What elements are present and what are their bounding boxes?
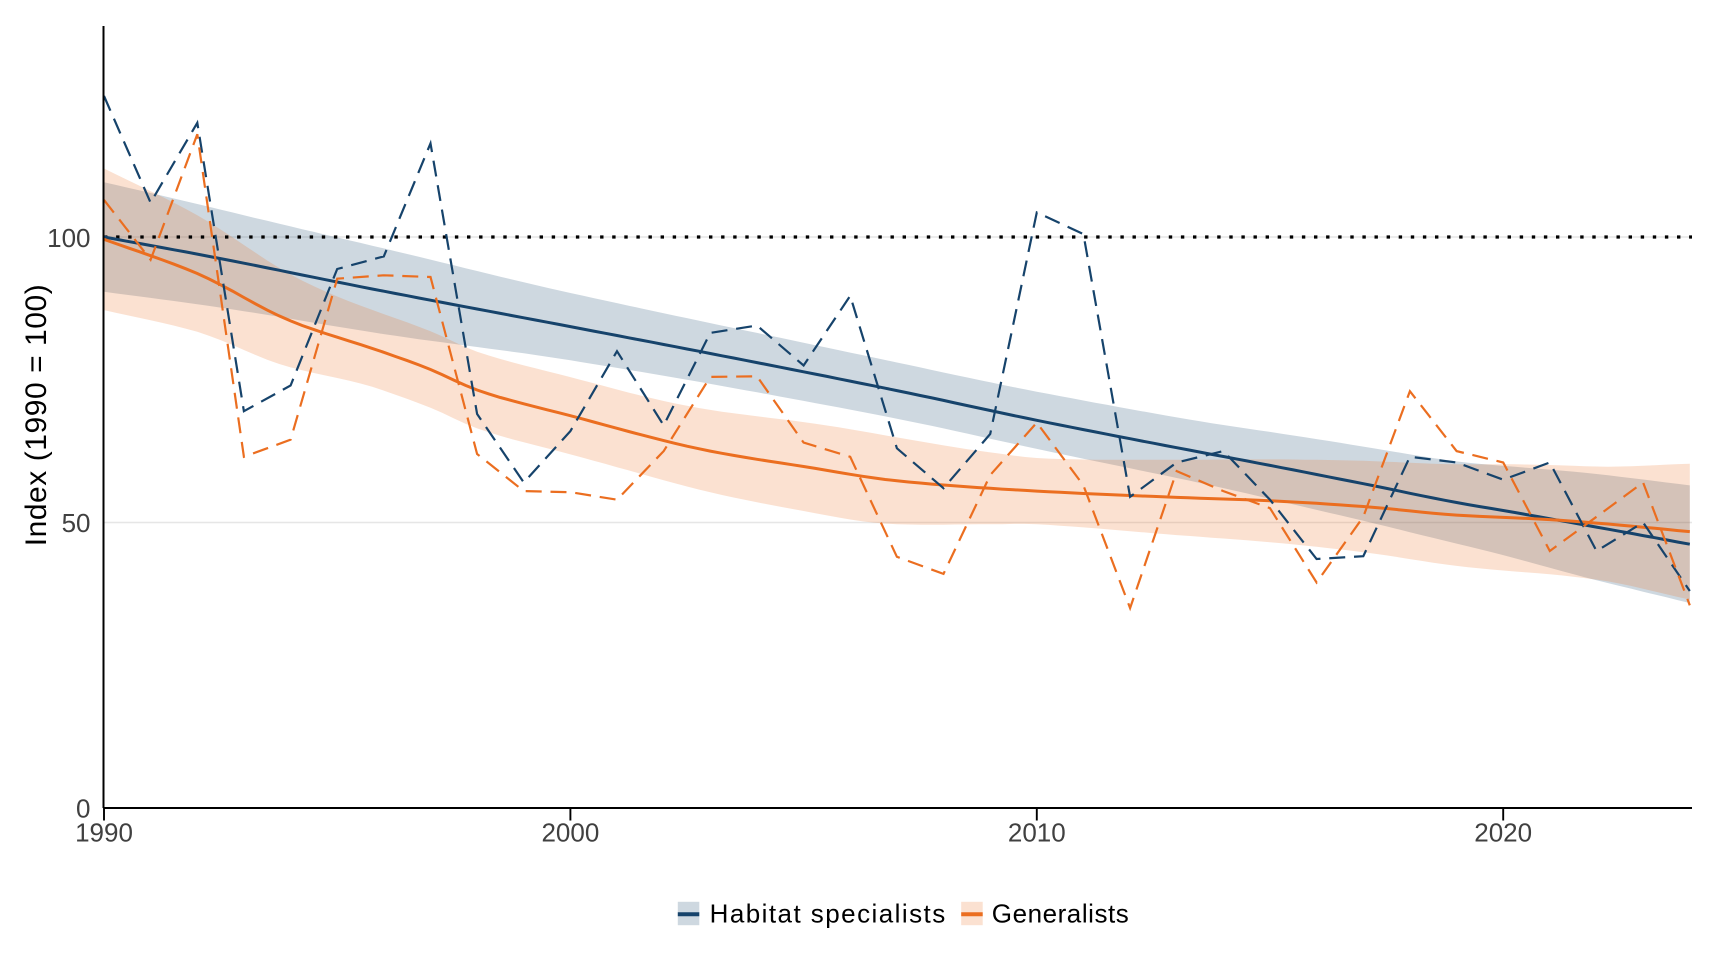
svg-text:Generalists: Generalists (992, 899, 1130, 929)
svg-text:0: 0 (76, 794, 90, 824)
svg-text:2020: 2020 (1474, 817, 1532, 847)
svg-text:50: 50 (62, 508, 91, 538)
svg-text:1990: 1990 (75, 817, 133, 847)
svg-text:Habitat specialists: Habitat specialists (710, 899, 947, 929)
svg-text:Index (1990 = 100): Index (1990 = 100) (20, 284, 53, 547)
svg-text:2000: 2000 (541, 817, 599, 847)
svg-text:2010: 2010 (1008, 817, 1066, 847)
svg-text:100: 100 (47, 223, 90, 253)
